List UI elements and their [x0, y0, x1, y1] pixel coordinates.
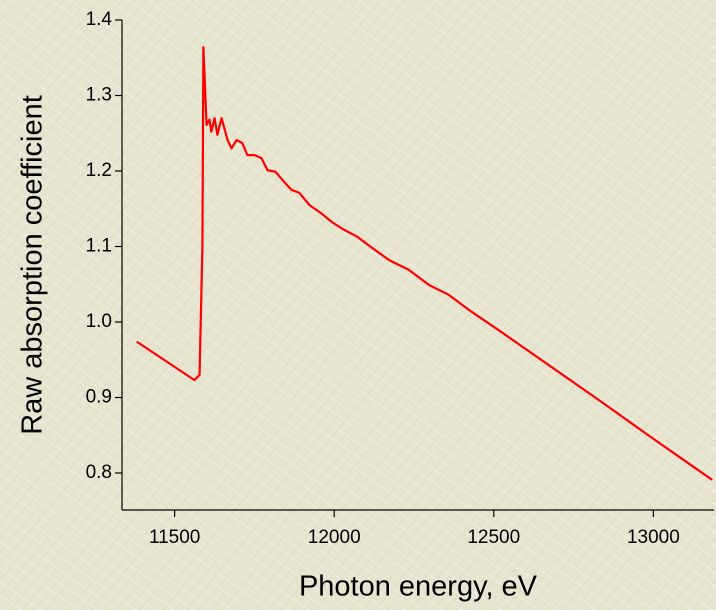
- x-tick-label: 12000: [308, 527, 361, 548]
- y-tick-label: 0.8: [86, 462, 112, 483]
- y-axis-title: Raw absorption coefficient: [17, 95, 49, 435]
- y-tick-label: 0.9: [86, 387, 112, 408]
- y-tick-label: 1.1: [86, 236, 112, 257]
- x-tick-label: 13000: [627, 527, 680, 548]
- x-tick-label: 11500: [149, 527, 200, 548]
- y-tick-label: 1.4: [86, 9, 113, 30]
- y-tick-label: 1.3: [86, 85, 112, 106]
- y-tick-label: 1.0: [86, 311, 112, 332]
- x-axis-title: Photon energy, eV: [299, 571, 538, 603]
- data-line: [136, 46, 713, 481]
- x-tick-label: 12500: [467, 527, 520, 548]
- y-tick-label: 1.2: [86, 160, 112, 181]
